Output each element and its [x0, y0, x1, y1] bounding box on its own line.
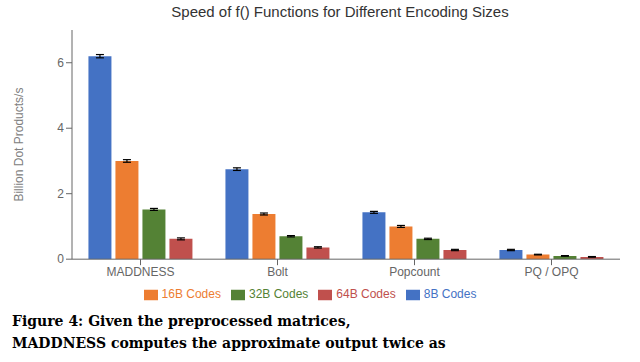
svg-text:MADDNESS: MADDNESS: [106, 265, 174, 279]
svg-text:Billion Dot Products/s: Billion Dot Products/s: [12, 88, 26, 202]
html-text:MADDNESS computes the approxim: MADDNESS computes the approximate output…: [12, 335, 446, 351]
svg-text:2: 2: [57, 187, 64, 201]
svg-text:PQ / OPQ: PQ / OPQ: [524, 265, 578, 279]
svg-text:4: 4: [57, 121, 64, 135]
svg-text:Bolt: Bolt: [267, 265, 288, 279]
html-text:Speed of f() Functions for Dif: Speed of f() Functions for Different Enc…: [171, 3, 509, 20]
svg-text:Popcount: Popcount: [389, 265, 440, 279]
svg-text:0: 0: [57, 252, 64, 266]
svg-text:6: 6: [57, 56, 64, 70]
html-text:Figure 4: Given the preprocess: Figure 4: Given the preprocessed matrice…: [12, 313, 351, 329]
html-text:8B Codes: 8B Codes: [423, 287, 477, 302]
html-text:16B Codes: 16B Codes: [161, 287, 221, 302]
html-text:64B Codes: 64B Codes: [336, 287, 396, 302]
html-text:32B Codes: 32B Codes: [249, 287, 309, 302]
